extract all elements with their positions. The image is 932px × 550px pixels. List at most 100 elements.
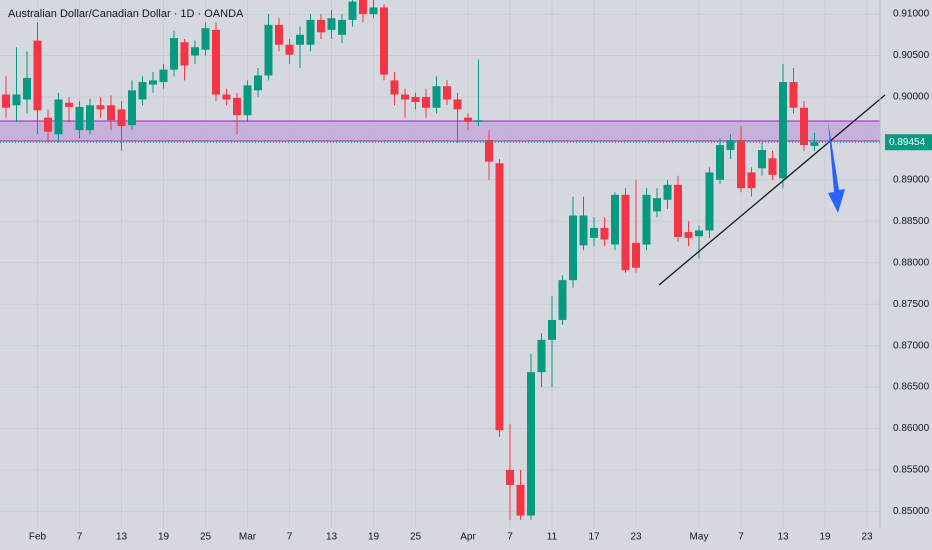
candle-body [54, 99, 63, 135]
candle-body [569, 215, 577, 281]
candle-body [149, 80, 157, 85]
candle-body [768, 158, 777, 175]
candle-body [800, 107, 808, 146]
resistance-zone [0, 121, 880, 141]
x-tick-label: 7 [287, 532, 293, 543]
x-tick-label: 25 [200, 532, 212, 543]
candle-body [296, 34, 304, 45]
arrow [828, 121, 845, 213]
candle-body [590, 227, 598, 238]
y-tick-label: 0.90000 [893, 92, 930, 103]
candle-body [747, 172, 756, 189]
candle-body [23, 77, 31, 100]
y-tick-label: 0.90500 [893, 50, 930, 61]
candle-body [138, 82, 147, 100]
last-price-tag [885, 134, 932, 151]
y-tick-label: 0.91000 [893, 9, 930, 20]
candle-body [180, 42, 189, 66]
candle-body [170, 38, 178, 70]
x-tick-label: 13 [326, 532, 338, 543]
candle-body [243, 85, 252, 116]
candle-body [779, 82, 787, 179]
candle-body [338, 19, 346, 35]
candle-body [642, 194, 651, 245]
x-tick-label: May [690, 532, 709, 543]
candle-body [65, 102, 73, 107]
candle-body [789, 82, 798, 108]
y-tick-label: 0.85000 [893, 506, 930, 517]
candle-body [222, 94, 231, 100]
candle-body [611, 194, 619, 245]
x-tick-label: 7 [738, 532, 744, 543]
y-tick-label: 0.85500 [893, 465, 930, 476]
candle-body [684, 232, 693, 238]
x-tick-label: 13 [116, 532, 128, 543]
candle-body [432, 86, 441, 108]
candle-body [516, 484, 525, 516]
x-tick-label: 13 [777, 532, 789, 543]
candle-body [201, 28, 210, 50]
candle-body [579, 215, 588, 246]
candles [2, 0, 819, 520]
last-price-label: 0.89454 [889, 137, 926, 148]
candle-body [359, 0, 367, 15]
candle-body [548, 319, 556, 340]
candle-body [306, 19, 315, 45]
candle-body [348, 1, 357, 20]
candle-body [695, 230, 703, 237]
candle-body [411, 96, 420, 102]
candle-body [44, 117, 52, 132]
candle-body [369, 7, 378, 15]
y-tick-label: 0.87500 [893, 299, 930, 310]
candle-body [264, 24, 273, 76]
candle-body [275, 24, 283, 45]
candle-body [191, 47, 199, 56]
candle-body [758, 150, 766, 169]
y-tick-label: 0.86500 [893, 382, 930, 393]
candle-body [737, 140, 745, 189]
candle-body [674, 184, 682, 238]
candle-body [443, 86, 451, 100]
x-tick-label: 7 [77, 532, 83, 543]
y-tick-label: 0.88000 [893, 257, 930, 268]
candle-body [107, 105, 115, 121]
y-tick-label: 0.89000 [893, 175, 930, 186]
x-tick-label: 23 [630, 532, 642, 543]
candle-body [810, 142, 819, 146]
candle-body [401, 94, 409, 100]
candle-body [285, 44, 294, 55]
x-tick-label: Apr [460, 532, 476, 543]
candle-body [558, 280, 567, 320]
x-tick-label: 19 [158, 532, 170, 543]
candle-body [474, 120, 483, 122]
x-tick-label: 11 [547, 532, 558, 543]
candle-body [663, 184, 672, 200]
x-tick-label: 19 [368, 532, 380, 543]
x-tick-label: 19 [819, 532, 831, 543]
candle-body [212, 29, 220, 95]
candle-body [317, 19, 325, 33]
x-tick-label: Mar [239, 532, 257, 543]
candle-body [422, 96, 430, 108]
candle-body [653, 198, 661, 212]
y-tick-label: 0.87000 [893, 340, 930, 351]
candle-body [327, 18, 336, 30]
candle-body [705, 172, 714, 231]
candle-body [600, 227, 609, 240]
candle-body [453, 99, 462, 110]
candle-body [12, 94, 21, 106]
candle-body [2, 94, 10, 108]
candle-body [464, 117, 472, 122]
x-tick-label: 25 [410, 532, 422, 543]
candle-body [117, 109, 126, 126]
candle-body [33, 40, 42, 111]
x-tick-label: 7 [507, 532, 513, 543]
candle-body [495, 163, 504, 431]
trend-line [658, 94, 886, 286]
candle-body [380, 7, 388, 75]
candle-body [485, 140, 493, 162]
candle-body [86, 105, 94, 131]
candle-body [128, 90, 136, 126]
